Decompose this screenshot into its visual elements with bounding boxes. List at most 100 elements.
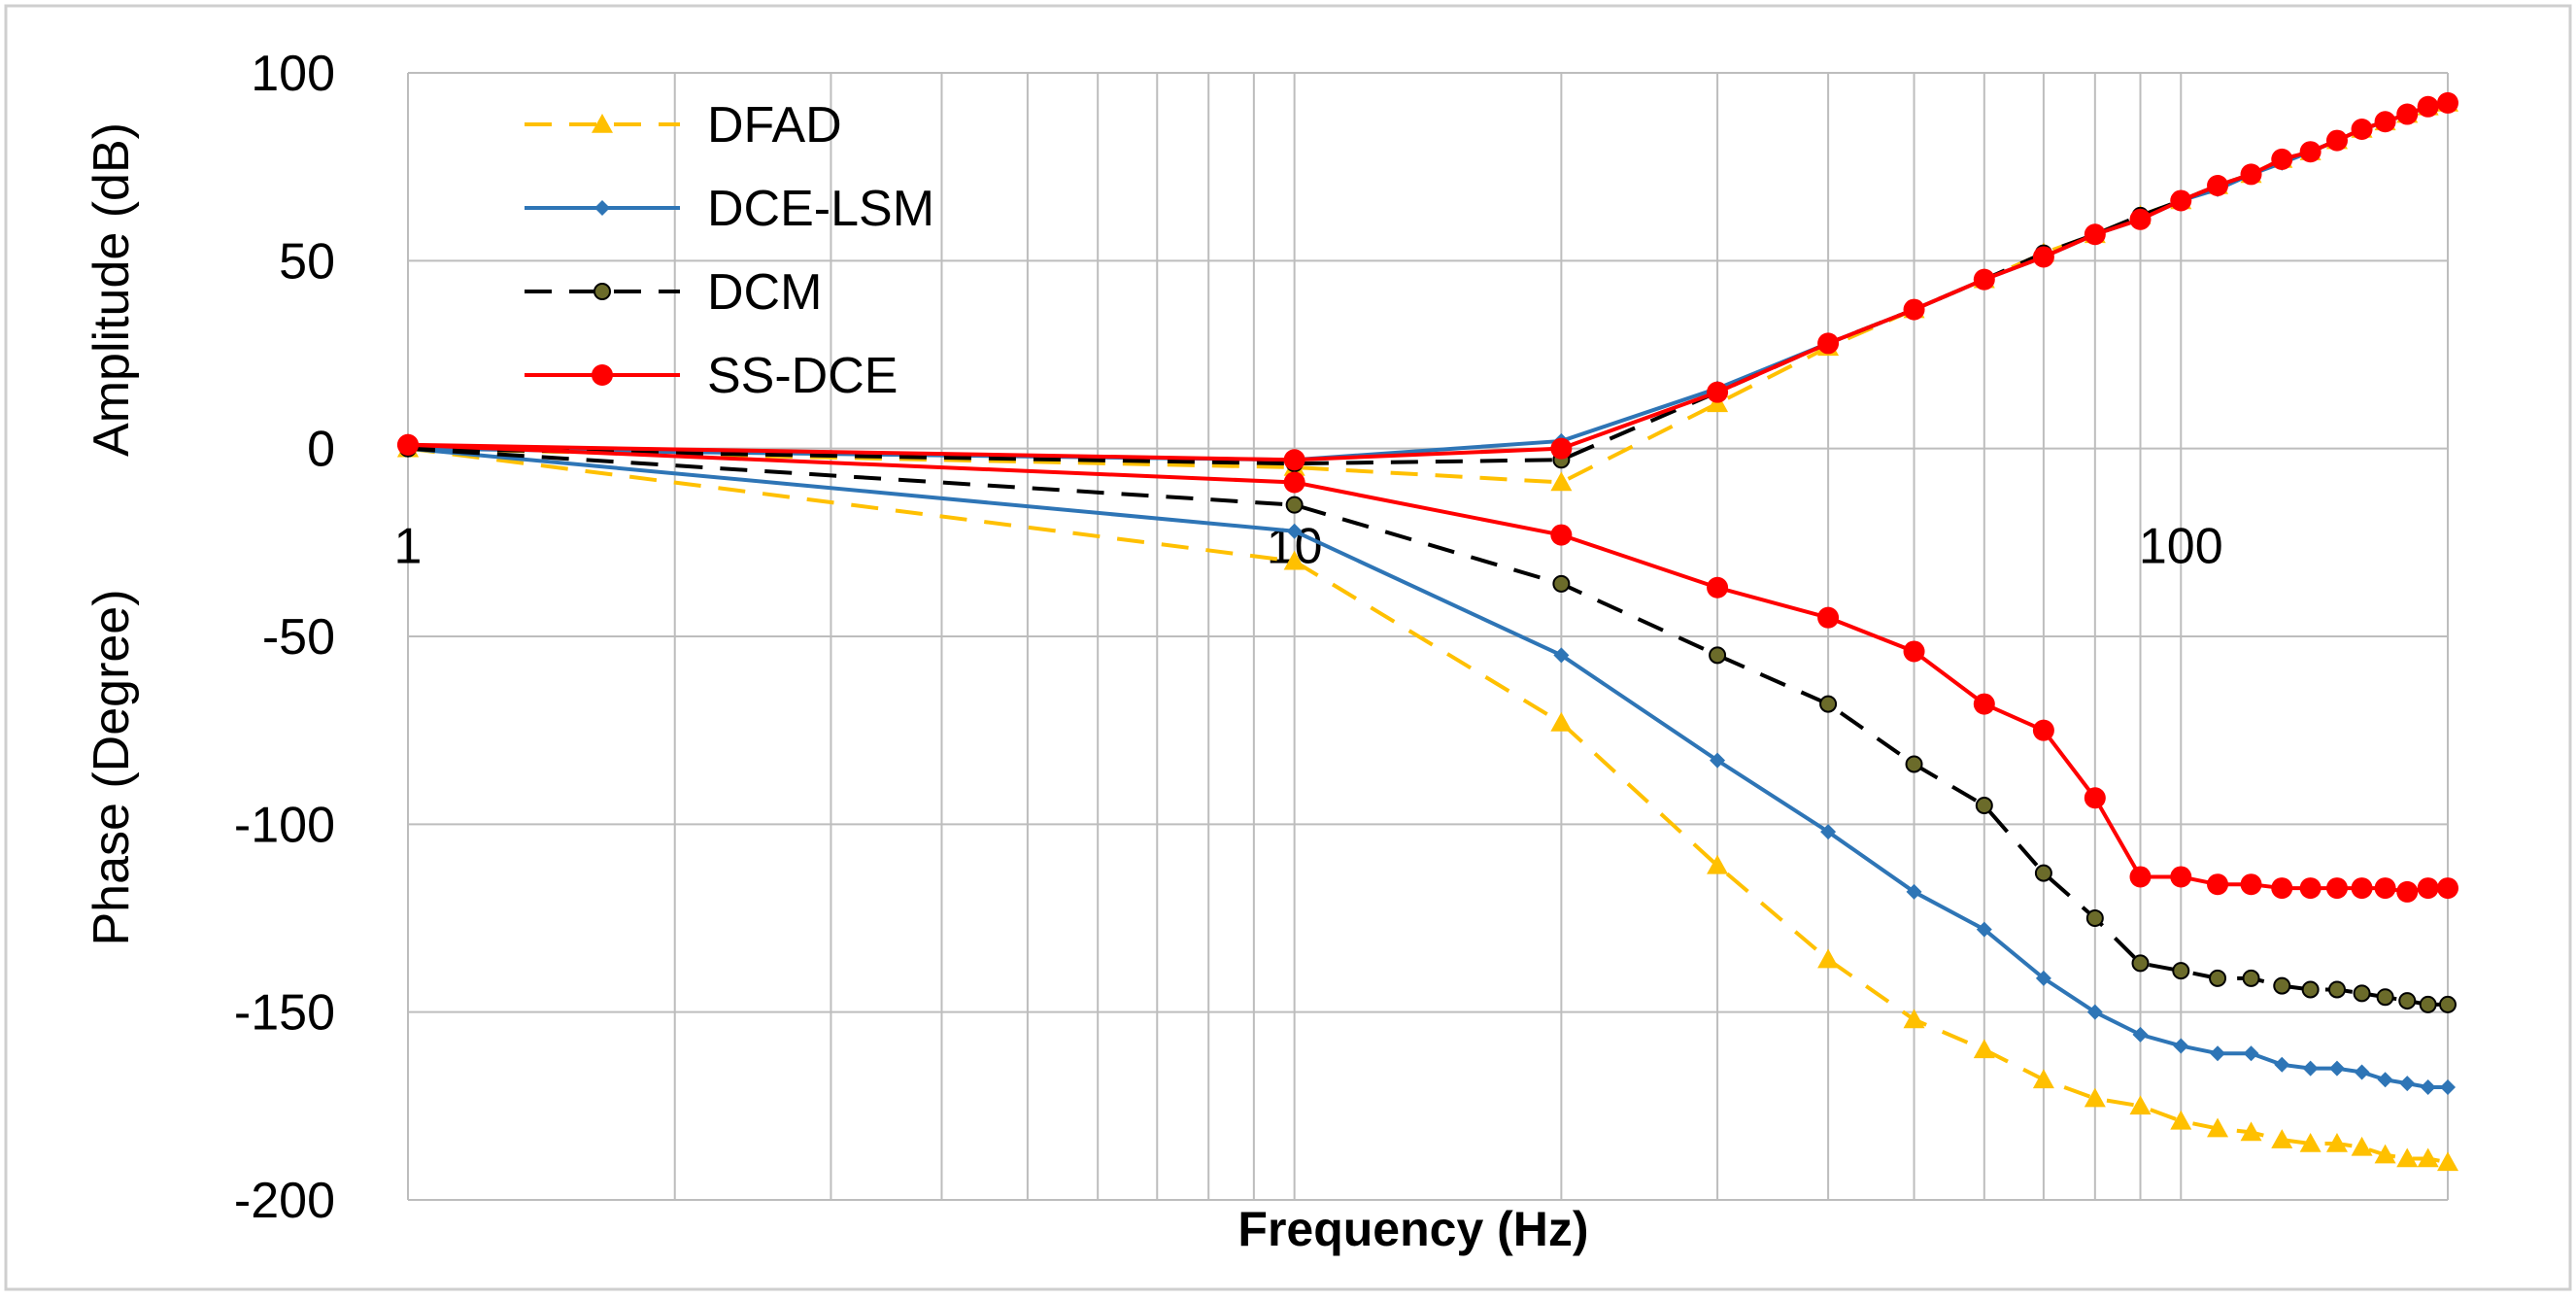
data-point xyxy=(2271,148,2293,170)
legend-label: DFAD xyxy=(707,97,842,154)
data-point xyxy=(2351,877,2373,900)
data-point xyxy=(2351,1136,2373,1156)
series-layer xyxy=(397,91,2458,1172)
data-point xyxy=(2325,877,2348,900)
data-point xyxy=(1283,550,1305,570)
data-point xyxy=(2032,1069,2054,1089)
y-tick-label: -50 xyxy=(262,609,335,666)
data-point xyxy=(2207,175,2229,196)
data-point xyxy=(2173,1038,2189,1054)
data-point xyxy=(2084,223,2106,246)
data-point xyxy=(2437,877,2458,900)
gridlines xyxy=(407,72,2449,1201)
data-point xyxy=(2299,877,2322,900)
data-point xyxy=(2170,866,2192,888)
data-point xyxy=(1975,797,1993,814)
data-point xyxy=(2440,1079,2456,1095)
data-point xyxy=(2271,1129,2293,1148)
data-point xyxy=(2420,1079,2436,1095)
data-point xyxy=(1973,1039,1995,1059)
data-point xyxy=(2354,1064,2370,1080)
data-point xyxy=(2274,1056,2290,1073)
data-point xyxy=(2328,1060,2345,1077)
data-point xyxy=(2132,1026,2149,1043)
data-point xyxy=(1906,883,1922,900)
data-point xyxy=(2351,119,2373,140)
data-point xyxy=(1905,755,1923,773)
data-point xyxy=(592,364,613,386)
data-point xyxy=(1707,854,1729,874)
data-point xyxy=(1553,647,1570,664)
legend-item-ss-dce: SS-DCE xyxy=(525,348,898,404)
data-point xyxy=(1903,298,1925,321)
data-point xyxy=(1286,523,1303,539)
y-tick-labels: 100 50 0 -50 -100 -150 -200 xyxy=(234,46,335,1229)
legend-label: DCM xyxy=(707,264,822,321)
y-tick-label: 100 xyxy=(251,46,335,102)
data-point xyxy=(2210,1045,2226,1062)
data-point xyxy=(1707,576,1729,599)
series-line-phase xyxy=(407,446,2449,1165)
data-point xyxy=(2417,877,2439,900)
data-point xyxy=(2417,95,2439,118)
data-point xyxy=(2376,988,2394,1007)
y-tick-label: 0 xyxy=(307,422,335,478)
data-point xyxy=(2353,984,2371,1003)
legend-item-dcm: DCM xyxy=(525,264,822,321)
data-point xyxy=(2299,1133,2322,1152)
legend-label: SS-DCE xyxy=(707,348,898,404)
data-point xyxy=(2084,787,2106,809)
data-point xyxy=(1552,574,1571,593)
data-point xyxy=(2417,1147,2439,1168)
data-point xyxy=(2035,970,2051,986)
y-tick-label: 50 xyxy=(279,233,335,290)
data-point xyxy=(1973,268,1995,291)
data-point xyxy=(2377,1072,2393,1088)
data-point xyxy=(2396,1147,2419,1168)
data-point xyxy=(2129,1095,2152,1115)
data-point xyxy=(1709,646,1727,665)
data-point xyxy=(1820,824,1837,840)
series-ss-dce xyxy=(397,91,2458,903)
data-point xyxy=(1819,695,1838,713)
y-axis-label-phase: Phase (Degree) xyxy=(84,589,140,945)
data-point xyxy=(1550,437,1573,460)
x-tick-label: 1 xyxy=(394,519,423,575)
data-point xyxy=(1903,640,1925,663)
data-point xyxy=(2396,880,2419,903)
y-tick-label: -200 xyxy=(234,1173,335,1229)
data-point xyxy=(1817,606,1840,629)
data-point xyxy=(2325,129,2348,152)
data-point xyxy=(1973,693,1995,715)
data-point xyxy=(1550,471,1573,492)
data-point xyxy=(2085,909,2104,927)
data-point xyxy=(1285,496,1304,514)
data-point xyxy=(592,114,613,133)
data-point xyxy=(2240,163,2262,186)
data-point xyxy=(2302,1060,2319,1077)
legend-item-dce-lsm: DCE-LSM xyxy=(525,181,934,237)
data-point xyxy=(2086,1004,2103,1020)
legend-item-dfad: DFAD xyxy=(525,97,842,154)
data-point xyxy=(2207,1117,2229,1138)
data-point xyxy=(593,283,611,300)
data-point xyxy=(2240,1121,2262,1142)
data-point xyxy=(397,433,419,456)
legend-label: DCE-LSM xyxy=(707,181,934,237)
data-point xyxy=(2271,877,2293,900)
data-point xyxy=(1976,921,1992,938)
data-point xyxy=(1283,449,1305,471)
data-point xyxy=(2207,873,2229,896)
data-point xyxy=(2209,969,2227,987)
data-point xyxy=(2034,864,2052,882)
data-point xyxy=(1817,332,1840,355)
data-point xyxy=(2398,992,2417,1010)
data-point xyxy=(2084,1087,2106,1108)
data-point xyxy=(2032,719,2054,741)
data-point xyxy=(1550,711,1573,732)
data-point xyxy=(2299,141,2322,163)
x-tick-label: 100 xyxy=(2139,519,2223,575)
data-point xyxy=(1903,1009,1925,1029)
